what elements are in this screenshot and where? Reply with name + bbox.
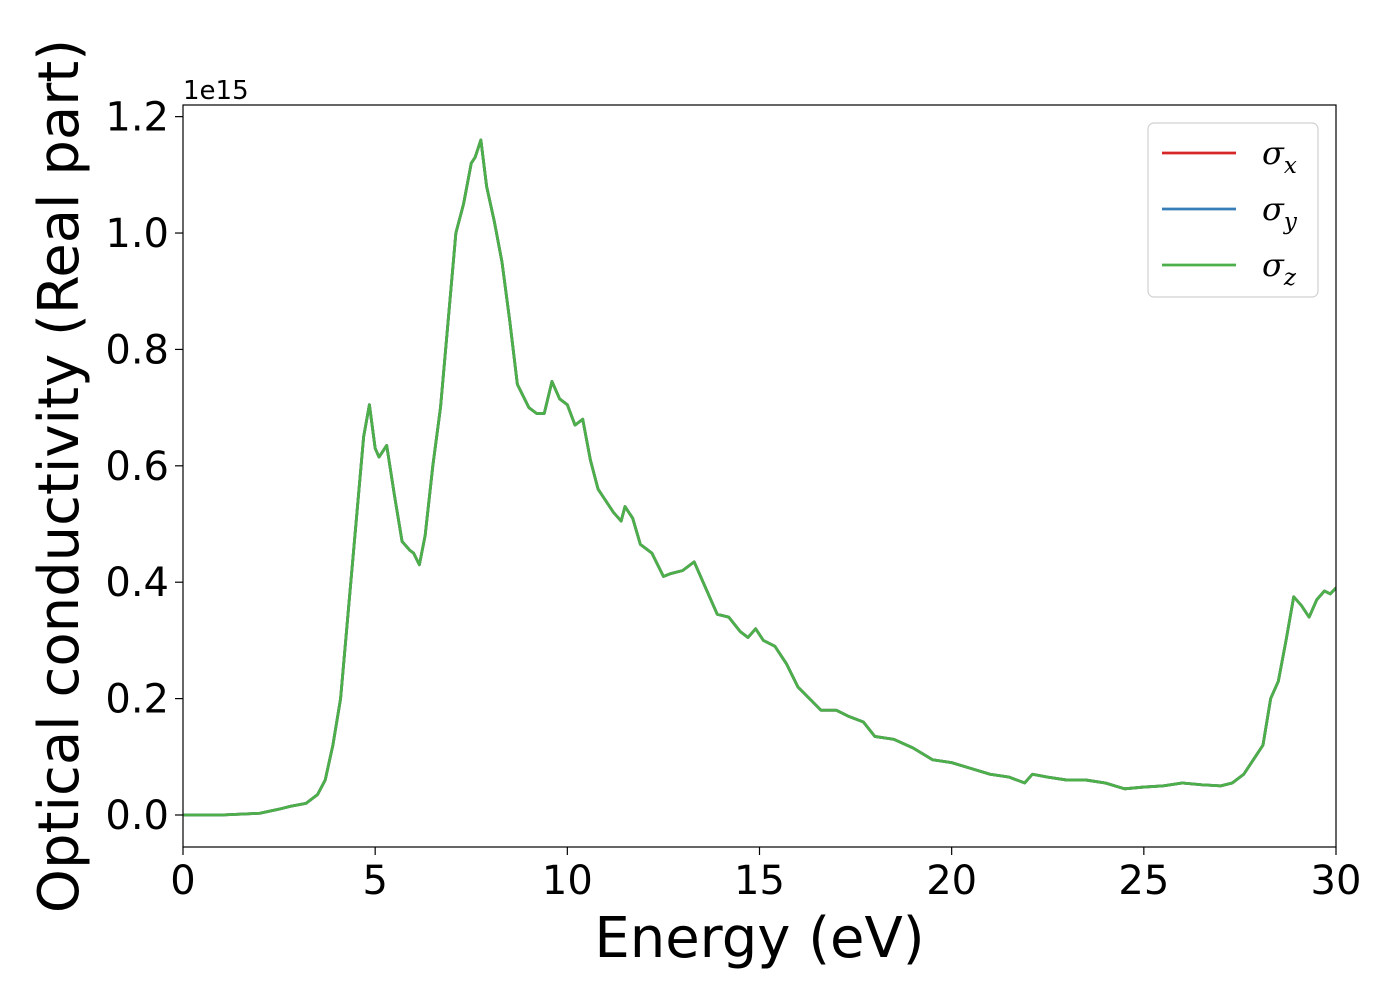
legend-label-sigma-x: σx [1262,134,1297,179]
y-tick-label: 1.0 [105,211,169,257]
series-line-sigma-z [183,138,1336,817]
x-axis: 0 5 10 15 20 25 30 [170,847,1361,904]
x-tick-label: 10 [542,858,593,904]
y-axis-label: Optical conductivity (Real part) [27,39,92,913]
x-tick-label: 30 [1311,858,1362,904]
x-tick-label: 25 [1118,858,1169,904]
x-tick-label: 20 [926,858,977,904]
legend-label-sigma-z: σz [1262,246,1297,291]
x-tick-label: 0 [170,858,195,904]
y-tick-label: 0.4 [105,560,169,606]
y-tick-label: 0.8 [105,327,169,373]
y-offset-label: 1e15 [183,76,249,106]
series-group [183,138,1336,817]
y-tick-label: 0.2 [105,677,169,723]
y-tick-label: 0.6 [105,444,169,490]
legend: σx σy σz [1147,122,1319,298]
y-tick-label: 1.2 [105,95,169,141]
x-tick-label: 5 [362,858,387,904]
y-axis: 0.0 0.2 0.4 0.6 0.8 1.0 1.2 [105,95,183,839]
y-tick-label: 0.0 [105,793,169,839]
x-tick-label: 15 [734,858,785,904]
x-axis-label: Energy (eV) [594,906,924,971]
legend-label-sigma-y: σy [1262,190,1298,235]
